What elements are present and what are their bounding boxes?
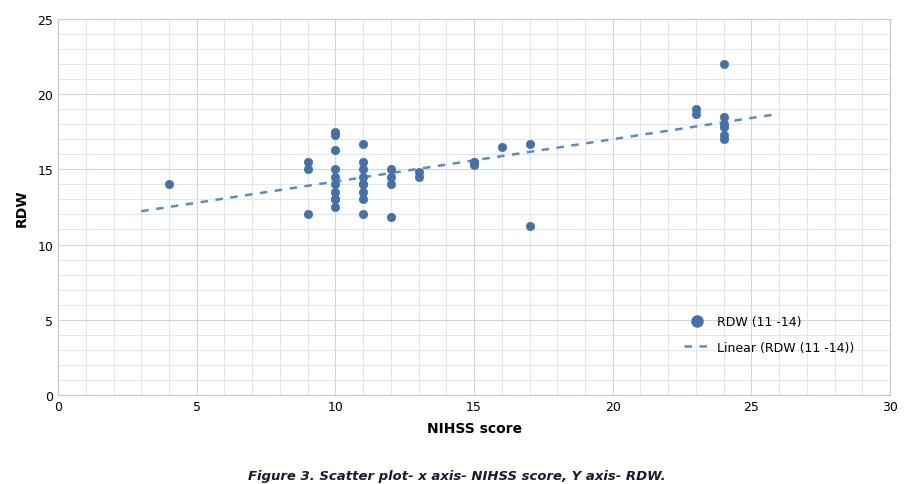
- Point: [383, 214, 398, 222]
- Point: [717, 132, 731, 139]
- Point: [495, 144, 509, 151]
- Point: [328, 174, 342, 182]
- Point: [328, 196, 342, 204]
- Legend: RDW (11 -14), Linear (RDW (11 -14)): RDW (11 -14), Linear (RDW (11 -14)): [679, 310, 859, 359]
- Point: [467, 159, 481, 166]
- Point: [356, 196, 371, 204]
- Point: [411, 169, 425, 177]
- Point: [717, 121, 731, 129]
- Point: [300, 166, 315, 174]
- Point: [328, 147, 342, 154]
- Point: [717, 114, 731, 121]
- Point: [717, 61, 731, 69]
- Point: [356, 181, 371, 189]
- Point: [383, 166, 398, 174]
- Point: [356, 159, 371, 166]
- Point: [328, 204, 342, 212]
- Point: [717, 124, 731, 132]
- Point: [300, 159, 315, 166]
- Point: [356, 174, 371, 182]
- Point: [522, 141, 537, 149]
- Point: [522, 223, 537, 231]
- Point: [328, 181, 342, 189]
- Point: [383, 174, 398, 182]
- Point: [717, 136, 731, 144]
- Point: [162, 181, 176, 189]
- Point: [688, 111, 703, 119]
- Point: [328, 166, 342, 174]
- Point: [467, 162, 481, 169]
- Point: [356, 166, 371, 174]
- Y-axis label: RDW: RDW: [15, 189, 29, 226]
- Point: [328, 196, 342, 204]
- Point: [383, 181, 398, 189]
- Point: [300, 211, 315, 219]
- Point: [356, 211, 371, 219]
- Point: [356, 141, 371, 149]
- Point: [328, 189, 342, 197]
- Point: [688, 106, 703, 114]
- Point: [411, 174, 425, 182]
- Point: [467, 159, 481, 166]
- Point: [328, 132, 342, 139]
- Point: [356, 189, 371, 197]
- Point: [356, 181, 371, 189]
- Point: [328, 129, 342, 136]
- X-axis label: NIHSS score: NIHSS score: [426, 421, 521, 435]
- Text: Figure 3. Scatter plot- x axis- NIHSS score, Y axis- RDW.: Figure 3. Scatter plot- x axis- NIHSS sc…: [247, 469, 666, 482]
